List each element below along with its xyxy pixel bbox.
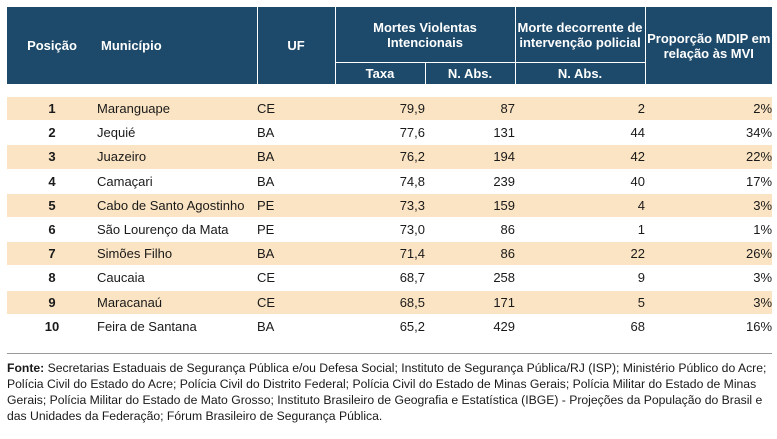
cell-posicao: 9 (7, 290, 97, 315)
table-row: 7 Simões Filho BA 71,4 86 22 26% (7, 241, 773, 267)
cell-taxa: 71,4 (335, 241, 425, 267)
cell-uf: CE (257, 97, 335, 122)
cell-posicao: 1 (7, 97, 97, 122)
cell-municipio: Cabo de Santo Agostinho (97, 193, 257, 218)
cell-municipio: Juazeiro (97, 144, 257, 170)
cell-posicao: 5 (7, 193, 97, 218)
cell-proporcao: 1% (645, 217, 773, 243)
table-row: 8 Caucaia CE 68,7 258 9 3% (7, 265, 773, 291)
cell-posicao: 2 (7, 120, 97, 146)
header-mdip: Morte decorrente de intervenção policial (514, 7, 646, 63)
cell-proporcao: 26% (645, 241, 773, 267)
cell-municipio: Camaçari (97, 169, 257, 194)
cell-mdip: 9 (515, 265, 646, 291)
table-row: 9 Maracanaú CE 68,5 171 5 3% (7, 290, 773, 315)
cell-n-abs: 194 (425, 144, 516, 170)
ranking-table-container: Posição Município UF Mortes Violentas In… (7, 7, 773, 339)
cell-n-abs: 258 (425, 265, 516, 291)
cell-municipio: Jequié (97, 120, 257, 146)
cell-proporcao: 3% (645, 290, 773, 315)
cell-n-abs: 159 (425, 193, 516, 218)
table-row: 1 Maranguape CE 79,9 87 2 2% (7, 97, 773, 122)
cell-uf: PE (257, 193, 335, 218)
cell-posicao: 8 (7, 265, 97, 291)
cell-posicao: 10 (7, 314, 97, 339)
cell-uf: BA (257, 314, 335, 339)
cell-posicao: 4 (7, 169, 97, 194)
table-row: 3 Juazeiro BA 76,2 194 42 22% (7, 144, 773, 170)
cell-taxa: 73,0 (335, 217, 425, 243)
table-row: 6 São Lourenço da Mata PE 73,0 86 1 1% (7, 217, 773, 243)
header-n-abs: N. Abs. (424, 62, 516, 84)
cell-proporcao: 22% (645, 144, 773, 170)
cell-n-abs: 171 (425, 290, 516, 315)
cell-posicao: 7 (7, 241, 97, 267)
ranking-table: Posição Município UF Mortes Violentas In… (7, 7, 773, 339)
cell-mdip: 22 (515, 241, 646, 267)
cell-posicao: 3 (7, 144, 97, 170)
cell-n-abs: 239 (425, 169, 516, 194)
cell-mdip: 5 (515, 290, 646, 315)
cell-uf: BA (257, 144, 335, 170)
cell-n-abs: 86 (425, 217, 516, 243)
cell-mdip: 4 (515, 193, 646, 218)
table-row: 2 Jequié BA 77,6 131 44 34% (7, 120, 773, 146)
cell-taxa: 68,7 (335, 265, 425, 291)
cell-n-abs: 86 (425, 241, 516, 267)
header-posicao: Posição (7, 7, 97, 84)
cell-uf: BA (257, 241, 335, 267)
cell-municipio: Feira de Santana (97, 314, 257, 339)
table-header: Posição Município UF Mortes Violentas In… (7, 7, 773, 84)
cell-taxa: 73,3 (335, 193, 425, 218)
header-taxa: Taxa (334, 62, 425, 84)
cell-uf: CE (257, 290, 335, 315)
source-divider (7, 353, 772, 354)
header-mdip-n-abs: N. Abs. (514, 62, 646, 84)
cell-municipio: Caucaia (97, 265, 257, 291)
cell-mdip: 40 (515, 169, 646, 194)
cell-n-abs: 87 (425, 97, 516, 122)
cell-mdip: 44 (515, 120, 646, 146)
cell-uf: PE (257, 217, 335, 243)
cell-mdip: 1 (515, 217, 646, 243)
header-proporcao: Proporção MDIP em relação às MVI (644, 7, 773, 84)
cell-taxa: 68,5 (335, 290, 425, 315)
table-row: 10 Feira de Santana BA 65,2 429 68 16% (7, 314, 773, 339)
header-uf: UF (256, 7, 335, 84)
cell-proporcao: 2% (645, 97, 773, 122)
header-municipio: Município (97, 7, 257, 84)
cell-taxa: 77,6 (335, 120, 425, 146)
cell-uf: BA (257, 169, 335, 194)
cell-municipio: São Lourenço da Mata (97, 217, 257, 243)
source-note: Fonte: Secretarias Estaduais de Seguranç… (7, 360, 772, 424)
cell-mdip: 68 (515, 314, 646, 339)
cell-posicao: 6 (7, 217, 97, 243)
cell-proporcao: 3% (645, 193, 773, 218)
source-label: Fonte: (7, 361, 45, 375)
cell-mdip: 2 (515, 97, 646, 122)
cell-proporcao: 3% (645, 265, 773, 291)
cell-municipio: Simões Filho (97, 241, 257, 267)
cell-proporcao: 34% (645, 120, 773, 146)
cell-taxa: 65,2 (335, 314, 425, 339)
cell-taxa: 76,2 (335, 144, 425, 170)
table-row: 5 Cabo de Santo Agostinho PE 73,3 159 4 … (7, 193, 773, 218)
table-row: 4 Camaçari BA 74,8 239 40 17% (7, 169, 773, 194)
cell-taxa: 79,9 (335, 97, 425, 122)
cell-municipio: Maranguape (97, 97, 257, 122)
cell-taxa: 74,8 (335, 169, 425, 194)
cell-n-abs: 429 (425, 314, 516, 339)
cell-municipio: Maracanaú (97, 290, 257, 315)
cell-proporcao: 16% (645, 314, 773, 339)
source-text: Secretarias Estaduais de Segurança Públi… (7, 361, 767, 423)
cell-mdip: 42 (515, 144, 646, 170)
cell-n-abs: 131 (425, 120, 516, 146)
cell-uf: CE (257, 265, 335, 291)
table-body: 1 Maranguape CE 79,9 87 2 2% 2 Jequié BA… (7, 97, 773, 339)
cell-uf: BA (257, 120, 335, 146)
header-mvi: Mortes Violentas Intencionais (334, 7, 516, 63)
cell-proporcao: 17% (645, 169, 773, 194)
